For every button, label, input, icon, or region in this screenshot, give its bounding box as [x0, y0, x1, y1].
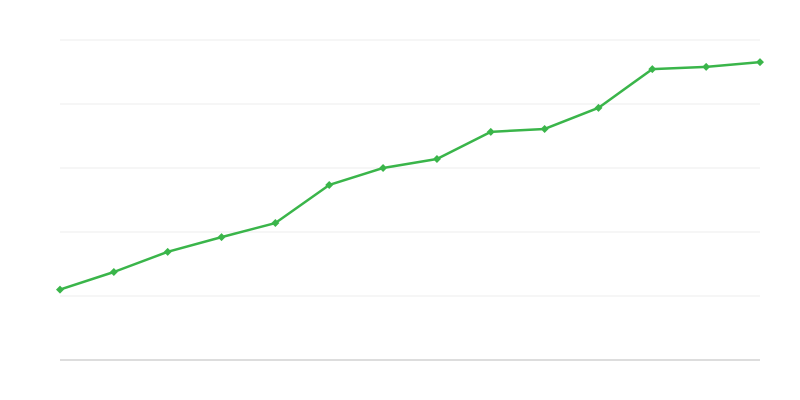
data-point [594, 103, 603, 112]
data-point [540, 124, 549, 133]
data-point [379, 164, 388, 172]
data-point [109, 268, 118, 276]
data-point [648, 65, 657, 74]
data-point [56, 285, 64, 294]
data-point [217, 233, 226, 242]
data-point [325, 180, 334, 189]
data-point [432, 155, 441, 164]
data-point [271, 219, 280, 228]
data-point [163, 247, 172, 256]
data-line [59, 60, 761, 291]
data-point [756, 58, 764, 67]
data-point [702, 62, 711, 71]
data-point [486, 127, 495, 136]
